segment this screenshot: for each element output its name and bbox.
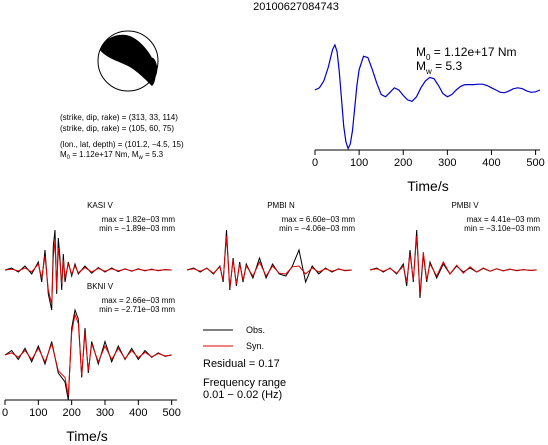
legend-syn-label: Syn. (246, 341, 264, 351)
stf-xlabel: Time/s (407, 178, 448, 194)
waveform-tick-label-0: 0 (2, 407, 8, 419)
source-time-function-plot: 0 100 200 300 400 500 M0 = 1.12e+17 Nm Mw = 5… (312, 43, 545, 194)
frequency-range-value: 0.01 − 0.02 (Hz) (203, 389, 282, 401)
waveform-x-ticks: 0 100 200 300 400 500 (2, 400, 181, 419)
waveform-xlabel: Time/s (66, 428, 107, 444)
station-label: PMBI N (267, 201, 295, 210)
stf-tick-label-300: 300 (438, 157, 456, 169)
syn-trace (4, 312, 172, 396)
station-max: max = 2.66e−03 mm (102, 296, 176, 305)
stf-m0-annotation: M0 = 1.12e+17 Nm (416, 45, 517, 62)
figure-title: 20100627084743 (253, 1, 339, 13)
station-max: max = 1.82e−03 mm (102, 215, 176, 224)
waveform-time-axis: 0 100 200 300 400 500 Time/s (2, 399, 181, 444)
stf-mw-annotation: Mw = 5.3 (416, 59, 462, 76)
location-text: (lon., lat, depth) = (101.2, −4.5, 15) (60, 140, 184, 149)
waveform-tick-label-400: 400 (129, 407, 147, 419)
stf-tick-label-500: 500 (526, 157, 544, 169)
stf-tick-label-100: 100 (350, 157, 368, 169)
legend-obs-label: Obs. (246, 325, 265, 335)
obs-trace (186, 229, 352, 291)
waveform-tick-label-100: 100 (29, 407, 47, 419)
residual-text: Residual = 0.17 (203, 358, 280, 370)
stf-x-ticks: 0 100 200 300 400 500 (312, 150, 545, 169)
plane2-text: (strike, dip, rake) = (105, 60, 75) (60, 124, 174, 133)
waveform-tick-label-200: 200 (62, 407, 80, 419)
obs-trace (4, 308, 172, 401)
syn-trace (4, 239, 172, 305)
station-label: BKNI V (87, 282, 114, 291)
station-max: max = 4.41e−03 mm (467, 215, 541, 224)
stf-tick-label-400: 400 (482, 157, 500, 169)
beachball-compressional-quadrant (100, 34, 156, 86)
frequency-range-label: Frequency range (203, 377, 286, 389)
waveform-tick-label-300: 300 (96, 407, 114, 419)
syn-trace (369, 235, 537, 295)
beachball (97, 30, 159, 92)
station-label: PMBI V (451, 201, 479, 210)
station-min: min = −3.10e−03 mm (464, 224, 540, 233)
stf-line (314, 43, 541, 151)
station-max: max = 6.60e−03 mm (282, 215, 356, 224)
station-label: KASI V (87, 201, 113, 210)
station-min: min = −1.89e−03 mm (99, 224, 175, 233)
station-min: min = −2.71e−03 mm (99, 305, 175, 314)
obs-trace (369, 229, 537, 299)
beachball-compressional-sliver (150, 57, 158, 80)
legend: Obs. Syn. (203, 325, 265, 351)
waveform-tick-label-500: 500 (162, 407, 180, 419)
moment-magnitude-text: M0 = 1.12e+17 Nm, Mw = 5.3 (60, 150, 164, 161)
station-min: min = −4.06e−03 mm (279, 224, 355, 233)
syn-trace (186, 235, 352, 289)
stf-tick-label-200: 200 (394, 157, 412, 169)
stf-tick-label-0: 0 (312, 157, 318, 169)
plane1-text: (strike, dip, rake) = (313, 33, 114) (60, 113, 178, 122)
